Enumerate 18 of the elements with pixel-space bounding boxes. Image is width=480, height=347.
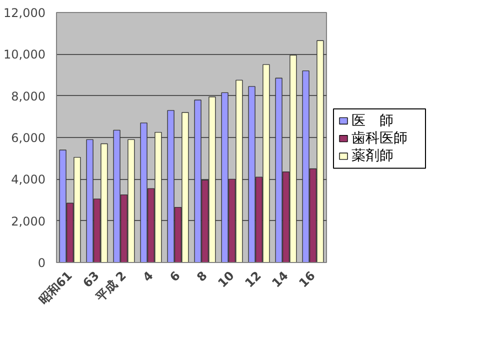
legend-label: 歯科医師 <box>352 130 408 147</box>
y-tick-label: 6,000 <box>11 131 46 145</box>
x-tick-label: 12 <box>242 268 264 290</box>
y-tick-label: 4,000 <box>11 172 46 187</box>
x-tick-label: 8 <box>194 268 210 284</box>
y-tick-label: 0 <box>38 256 46 270</box>
x-tick-label: 昭和61 <box>36 268 75 308</box>
legend-label: 医 師 <box>352 112 394 129</box>
x-tick-label: 10 <box>215 268 237 290</box>
legend-label: 薬剤師 <box>352 148 394 164</box>
x-tick-label: 16 <box>296 268 318 290</box>
y-tick-label: 2,000 <box>11 214 46 228</box>
x-tick-label: 4 <box>140 268 156 284</box>
y-tick-label: 12,000 <box>4 6 46 20</box>
x-tick-label: 6 <box>167 268 183 284</box>
x-tick-label: 14 <box>269 268 291 290</box>
y-tick-label: 8,000 <box>11 89 46 104</box>
y-tick-label: 10,000 <box>4 48 46 62</box>
